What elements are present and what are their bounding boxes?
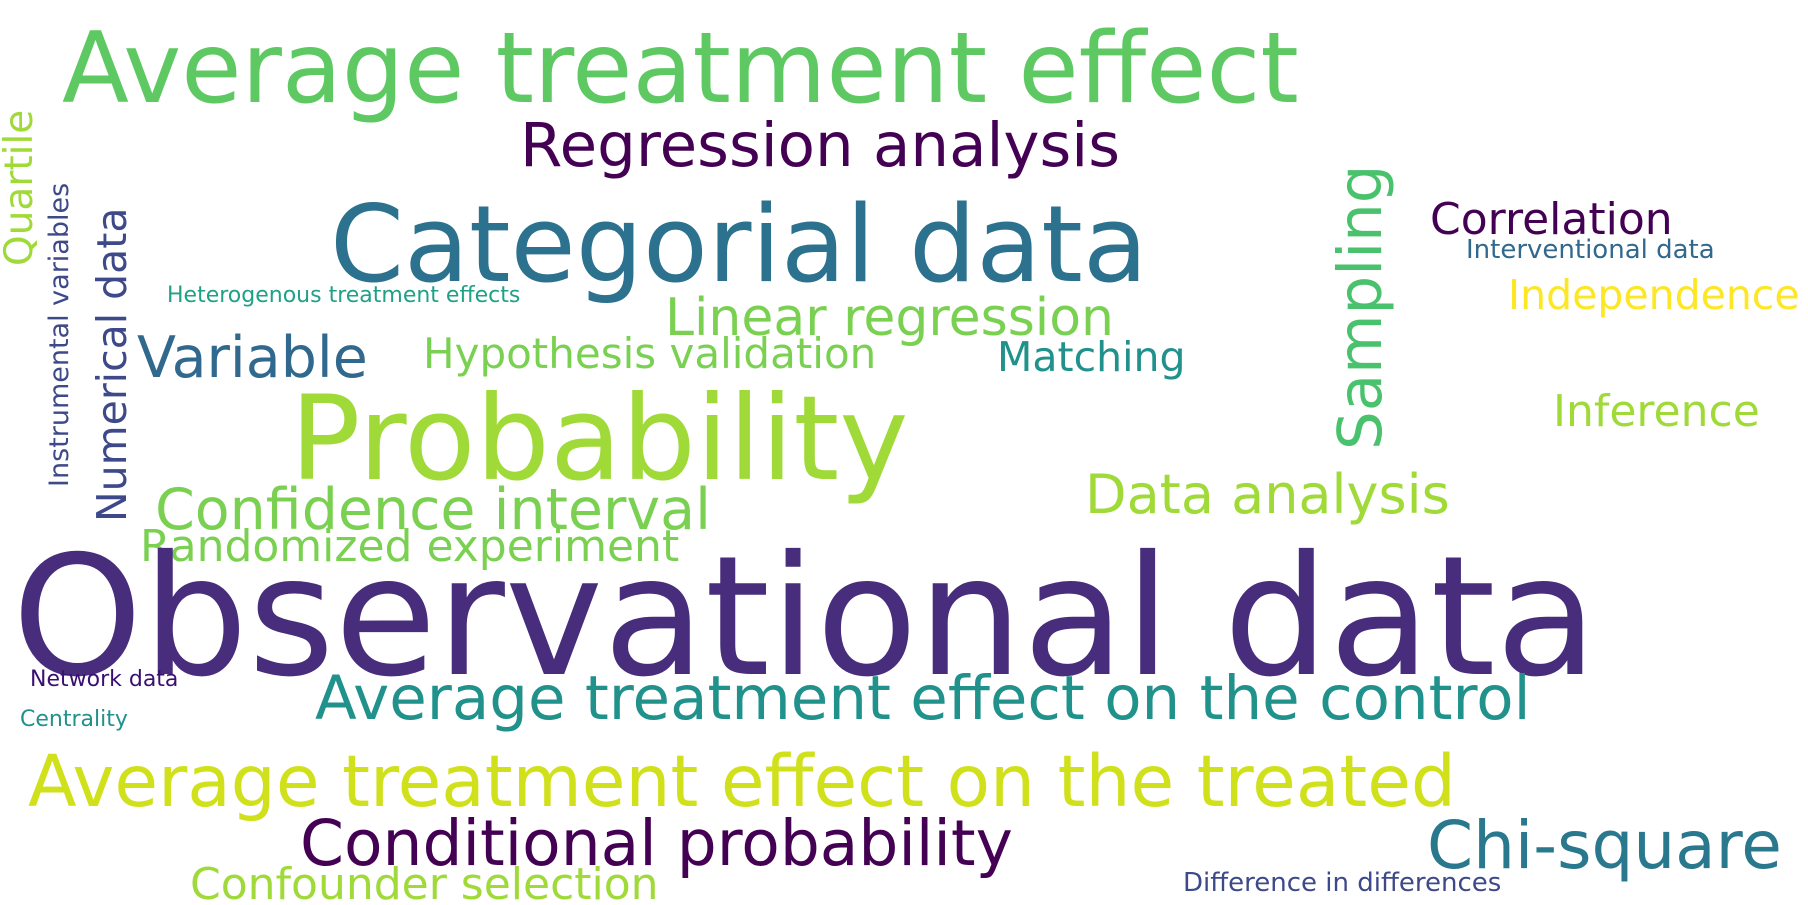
- word-observational-data: Observational data: [12, 521, 1598, 714]
- word-quartile: Quartile: [0, 109, 42, 266]
- word-sampling: Sampling: [1325, 164, 1396, 450]
- word-randomized-experiment: Randomized experiment: [140, 521, 680, 572]
- word-chi-square: Chi-square: [1427, 807, 1782, 884]
- word-data-analysis: Data analysis: [1085, 463, 1450, 526]
- word-conditional-probability: Conditional probability: [300, 807, 1013, 880]
- word-centrality: Centrality: [20, 707, 128, 732]
- word-probability: Probability: [290, 370, 909, 507]
- word-confidence-interval: Confidence interval: [155, 477, 711, 543]
- word-interventional-data: Interventional data: [1466, 235, 1715, 265]
- word-hypothesis-validation: Hypothesis validation: [423, 329, 877, 378]
- word-difference-in-differences: Difference in differences: [1183, 868, 1502, 898]
- word-instrumental-variables: Instrumental variables: [44, 182, 75, 487]
- word-matching: Matching: [997, 333, 1186, 381]
- word-inference: Inference: [1553, 386, 1760, 437]
- word-confounder-selection: Confounder selection: [190, 859, 659, 905]
- word-numerical-data: Numerical data: [88, 207, 136, 522]
- word-network-data: Network data: [30, 667, 179, 692]
- word-heterogenous-treatment-effects: Heterogenous treatment effects: [167, 283, 521, 308]
- word-average-treatment-effect: Average treatment effect: [62, 12, 1299, 126]
- word-variable: Variable: [137, 325, 368, 391]
- word-average-treatment-effect-on-the-control: Average treatment effect on the control: [315, 663, 1531, 734]
- word-correlation: Correlation: [1430, 194, 1673, 245]
- word-categorial-data: Categorial data: [330, 183, 1148, 306]
- word-linear-regression: Linear regression: [665, 288, 1115, 348]
- word-regression-analysis: Regression analysis: [520, 110, 1121, 181]
- word-independence: Independence: [1508, 271, 1800, 319]
- word-average-treatment-effect-on-the-treated: Average treatment effect on the treated: [28, 740, 1456, 823]
